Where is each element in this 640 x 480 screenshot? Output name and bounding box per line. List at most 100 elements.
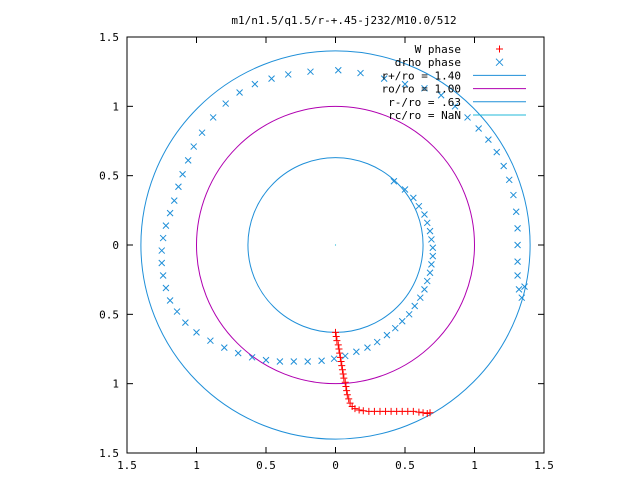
w-phase-point xyxy=(355,406,363,414)
plot-area xyxy=(140,50,531,440)
w-phase-point xyxy=(334,341,342,349)
drho-phase-point xyxy=(158,259,166,267)
legend-label: ro/ro = 1.00 xyxy=(382,83,461,96)
y-tick-label: 1 xyxy=(112,100,119,113)
chart-title: m1/n1.5/q1.5/r-+.45-j232/M10.0/512 xyxy=(231,14,456,27)
x-tick-label: 0.5 xyxy=(256,459,276,472)
w-phase-point xyxy=(426,409,434,417)
drho-phase-point xyxy=(159,272,167,279)
drho-phase-point xyxy=(426,269,434,277)
center-point xyxy=(334,244,337,246)
axes: 1.5 1 0.5 0 0.5 1 1.51.510.500.511.5 xyxy=(99,31,554,472)
w-phase-point xyxy=(333,337,341,345)
drho-phase-point xyxy=(493,148,501,156)
drho-phase-point xyxy=(198,129,206,137)
drho-phase-point xyxy=(464,114,471,121)
w-phase-point xyxy=(415,408,423,416)
w-phase-point xyxy=(336,353,344,361)
legend-entry: r-/ro = .63 xyxy=(388,96,526,109)
legend-label: r-/ro = .63 xyxy=(388,96,461,109)
w-phase-point xyxy=(419,409,427,417)
drho-phase-point xyxy=(184,157,192,164)
x-tick-label: 0 xyxy=(332,459,339,472)
drho-phase-point xyxy=(428,261,435,268)
drho-phase-point xyxy=(398,317,406,325)
drho-phase-point xyxy=(175,183,182,191)
drho-phase-point xyxy=(193,329,200,336)
drho-phase-point xyxy=(505,176,513,184)
drho-phase-point xyxy=(401,186,409,193)
drho-phase-point xyxy=(182,319,189,327)
drho-phase-point xyxy=(357,69,364,77)
legend-key-marker xyxy=(496,45,503,53)
drho-phase-point xyxy=(451,102,459,110)
x-tick-label: 1 xyxy=(193,459,200,472)
legend-entry: W phase xyxy=(415,43,503,56)
drho-phase-point xyxy=(515,286,523,293)
drho-phase-point xyxy=(426,227,434,235)
w-phase-point xyxy=(337,357,345,365)
w-phase-point xyxy=(340,374,348,382)
legend-entry: rc/ro = NaN xyxy=(388,109,526,122)
y-tick-label: 1.5 xyxy=(99,31,119,44)
drho-phase-point xyxy=(179,170,186,178)
drho-phase-point xyxy=(334,66,342,74)
drho-phase-point xyxy=(409,194,417,202)
drho-phase-point xyxy=(207,337,214,345)
w-phase-point xyxy=(338,366,346,374)
drho-phase-point xyxy=(352,348,360,356)
drho-phase-point xyxy=(475,125,483,132)
w-phase-point xyxy=(338,362,346,370)
legend-entry: drho phase xyxy=(395,56,504,69)
w-phase-point xyxy=(332,328,339,336)
y-tick-label: 0 xyxy=(112,239,119,252)
drho-phase-point xyxy=(416,294,424,302)
drho-phase-point xyxy=(421,286,428,293)
y-tick-label: 1.5 xyxy=(99,447,119,460)
x-tick-label: 1.5 xyxy=(534,459,554,472)
drho-phase-point xyxy=(415,202,423,210)
drho-phase-point xyxy=(405,310,413,318)
drho-phase-point xyxy=(485,136,492,143)
drho-phase-point xyxy=(380,75,388,82)
drho-phase-point xyxy=(290,358,298,365)
drho-phase-point xyxy=(373,338,381,346)
drho-phase-point xyxy=(391,324,399,332)
drho-phase-point xyxy=(262,356,270,364)
drho-phase-point xyxy=(170,197,178,204)
drho-phase-point xyxy=(166,209,174,217)
x-tick-label: 1 xyxy=(471,459,478,472)
legend-label: rc/ro = NaN xyxy=(388,109,461,122)
y-tick-label: 1 xyxy=(112,378,119,391)
drho-phase-point xyxy=(190,143,198,150)
legend-label: r+/ro = 1.40 xyxy=(382,69,461,82)
w-phase-point xyxy=(342,382,350,390)
drho-phase-point xyxy=(162,284,170,292)
drho-phase-point xyxy=(401,80,409,88)
drho-phase-point xyxy=(318,357,325,365)
drho-phase-point xyxy=(429,252,437,260)
x-tick-label: 1.5 xyxy=(117,459,137,472)
drho-phase-point xyxy=(284,71,292,78)
x-tick-label: 0.5 xyxy=(395,459,415,472)
drho-phase-point xyxy=(500,162,508,170)
drho-phase-point xyxy=(276,358,284,365)
w-phase-point xyxy=(341,378,349,386)
drho-phase-point xyxy=(162,222,170,229)
drho-phase-point xyxy=(423,277,431,285)
drho-phase-point xyxy=(159,234,167,242)
legend-label: drho phase xyxy=(395,56,461,69)
drho-phase-point xyxy=(330,355,338,363)
drho-phase-point xyxy=(428,236,435,243)
drho-phase-point xyxy=(222,100,230,107)
drho-phase-point xyxy=(421,84,428,92)
y-tick-label: 0.5 xyxy=(99,170,119,183)
drho-phase-point xyxy=(518,294,526,302)
drho-phase-point xyxy=(248,353,256,361)
w-phase-point xyxy=(343,391,351,399)
drho-phase-point xyxy=(514,258,521,265)
drho-phase-point xyxy=(421,211,428,218)
drho-phase-point xyxy=(304,358,312,365)
drho-phase-point xyxy=(437,91,445,99)
